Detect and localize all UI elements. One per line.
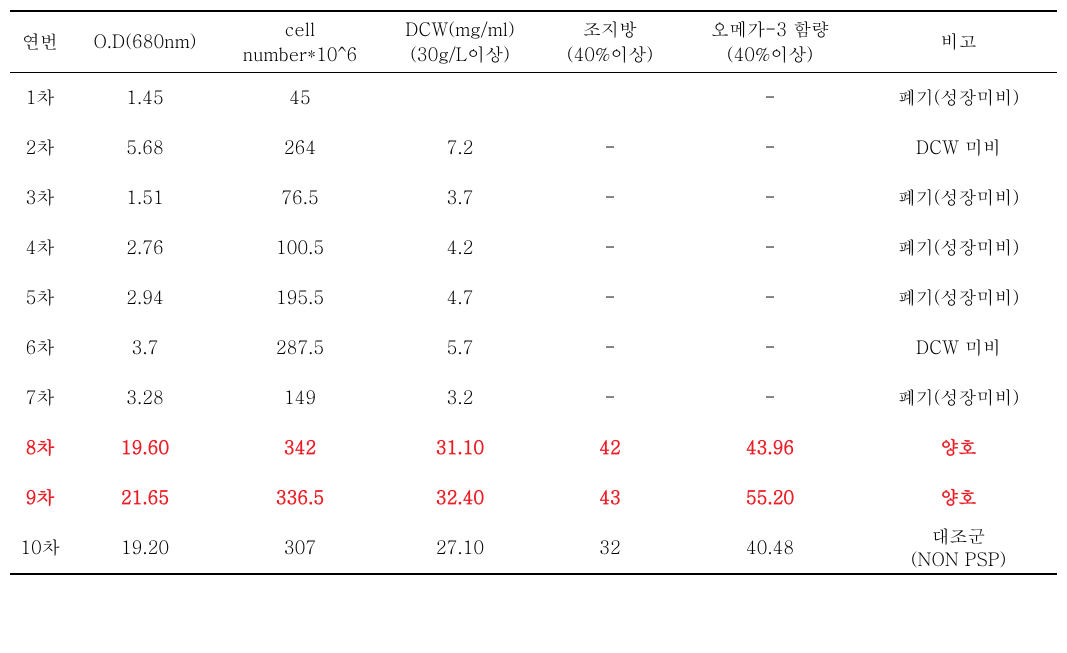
- table-cell: 149: [220, 373, 380, 423]
- table-row: 4차2.76100.54.2--폐기(성장미비): [10, 223, 1057, 273]
- table-cell: 43.96: [680, 423, 860, 473]
- col-header-cellnum: cellnumber*10^6: [220, 11, 380, 73]
- table-cell: 307: [220, 523, 380, 574]
- table-cell: 8차: [10, 423, 70, 473]
- table-cell: -: [680, 273, 860, 323]
- table-row: 9차21.65336.532.404355.20양호: [10, 473, 1057, 523]
- table-cell: -: [680, 123, 860, 173]
- table-cell: 1.51: [70, 173, 220, 223]
- table-cell: 45: [220, 73, 380, 124]
- table-cell: 폐기(성장미비): [860, 373, 1057, 423]
- table-cell: 40.48: [680, 523, 860, 574]
- table-cell: 3차: [10, 173, 70, 223]
- table-cell: 폐기(성장미비): [860, 223, 1057, 273]
- table-cell: 폐기(성장미비): [860, 173, 1057, 223]
- table-cell: DCW 미비: [860, 323, 1057, 373]
- table-cell: 42: [540, 423, 680, 473]
- table-cell: 2.76: [70, 223, 220, 273]
- table-row: 10차19.2030727.103240.48대조군(NON PSP): [10, 523, 1057, 574]
- table-cell: 342: [220, 423, 380, 473]
- table-cell: 5차: [10, 273, 70, 323]
- table-cell: [380, 73, 540, 124]
- table-row: 7차3.281493.2--폐기(성장미비): [10, 373, 1057, 423]
- table-cell: -: [680, 73, 860, 124]
- table-cell: 6차: [10, 323, 70, 373]
- table-cell: -: [680, 373, 860, 423]
- table-cell: 양호: [860, 473, 1057, 523]
- table-row: 8차19.6034231.104243.96양호: [10, 423, 1057, 473]
- table-cell: 4.7: [380, 273, 540, 323]
- col-header-crudefat: 조지방(40%이상): [540, 11, 680, 73]
- col-header-remark: 비고: [860, 11, 1057, 73]
- table-cell: 폐기(성장미비): [860, 273, 1057, 323]
- table-cell: 4차: [10, 223, 70, 273]
- table-cell: 5.68: [70, 123, 220, 173]
- table-cell: 43: [540, 473, 680, 523]
- table-cell: -: [540, 123, 680, 173]
- table-cell: 76.5: [220, 173, 380, 223]
- table-cell: 19.60: [70, 423, 220, 473]
- table-cell: 3.7: [70, 323, 220, 373]
- table-cell: 32: [540, 523, 680, 574]
- col-header-od: O.D(680nm): [70, 11, 220, 73]
- data-table: 연번 O.D(680nm) cellnumber*10^6 DCW(mg/ml)…: [10, 10, 1057, 575]
- table-cell: -: [540, 173, 680, 223]
- table-row: 1차1.4545 -폐기(성장미비): [10, 73, 1057, 124]
- table-cell: 7.2: [380, 123, 540, 173]
- table-cell: 3.2: [380, 373, 540, 423]
- table-cell: 336.5: [220, 473, 380, 523]
- table-cell: 264: [220, 123, 380, 173]
- table-cell: 4.2: [380, 223, 540, 273]
- table-row: 6차3.7287.55.7--DCW 미비: [10, 323, 1057, 373]
- table-cell: 1차: [10, 73, 70, 124]
- col-header-omega3: 오메가-3 함량(40%이상): [680, 11, 860, 73]
- table-cell: 2차: [10, 123, 70, 173]
- table-header-row: 연번 O.D(680nm) cellnumber*10^6 DCW(mg/ml)…: [10, 11, 1057, 73]
- table-cell: 287.5: [220, 323, 380, 373]
- table-cell: -: [540, 223, 680, 273]
- table-cell: DCW 미비: [860, 123, 1057, 173]
- table-cell: 21.65: [70, 473, 220, 523]
- table-cell: -: [540, 323, 680, 373]
- table-cell: [540, 73, 680, 124]
- col-header-dcw: DCW(mg/ml)(30g/L이상): [380, 11, 540, 73]
- table-cell: 1.45: [70, 73, 220, 124]
- table-cell: 19.20: [70, 523, 220, 574]
- table-cell: 2.94: [70, 273, 220, 323]
- table-body: 1차1.4545-폐기(성장미비)2차5.682647.2--DCW 미비3차1…: [10, 73, 1057, 575]
- table-cell: -: [680, 173, 860, 223]
- table-cell: 7차: [10, 373, 70, 423]
- table-cell: -: [680, 223, 860, 273]
- table-cell: 양호: [860, 423, 1057, 473]
- table-cell: 대조군(NON PSP): [860, 523, 1057, 574]
- table-cell: 31.10: [380, 423, 540, 473]
- table-cell: -: [540, 273, 680, 323]
- table-row: 3차1.5176.53.7--폐기(성장미비): [10, 173, 1057, 223]
- table-cell: 5.7: [380, 323, 540, 373]
- table-row: 5차2.94195.54.7--폐기(성장미비): [10, 273, 1057, 323]
- col-header-seq: 연번: [10, 11, 70, 73]
- table-cell: 폐기(성장미비): [860, 73, 1057, 124]
- table-cell: 9차: [10, 473, 70, 523]
- table-cell: 100.5: [220, 223, 380, 273]
- table-cell: -: [680, 323, 860, 373]
- table-cell: 32.40: [380, 473, 540, 523]
- table-row: 2차5.682647.2--DCW 미비: [10, 123, 1057, 173]
- table-cell: 195.5: [220, 273, 380, 323]
- table-cell: 10차: [10, 523, 70, 574]
- table-cell: 55.20: [680, 473, 860, 523]
- table-cell: 3.7: [380, 173, 540, 223]
- table-cell: 3.28: [70, 373, 220, 423]
- table-cell: -: [540, 373, 680, 423]
- table-cell: 27.10: [380, 523, 540, 574]
